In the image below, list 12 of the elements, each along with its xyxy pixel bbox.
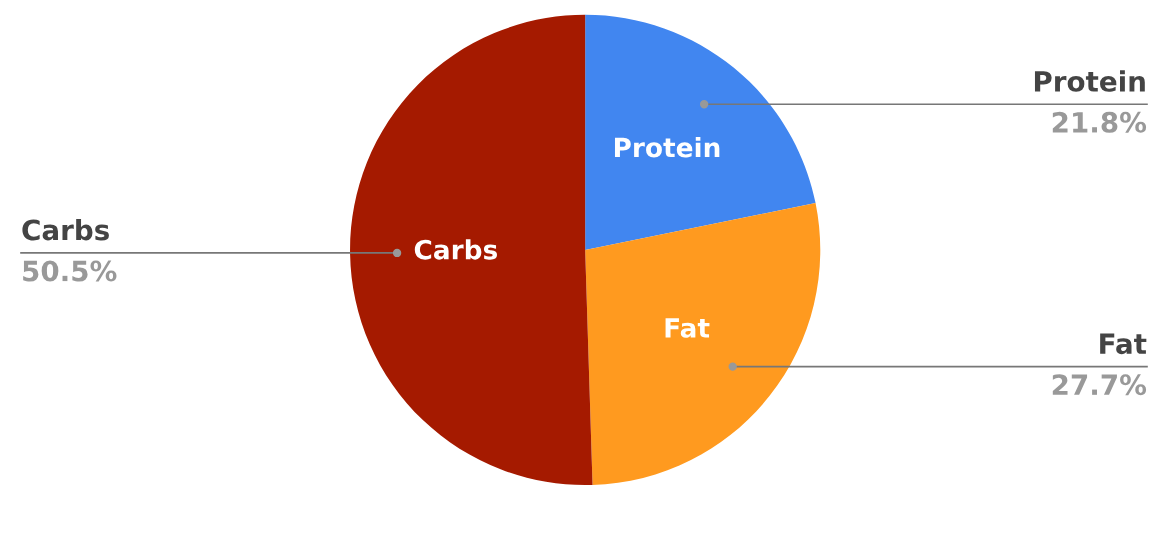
slice-label: Protein <box>1034 70 1145 92</box>
slice-label: Carbs <box>414 239 498 260</box>
data-label: 50.5% <box>23 260 117 282</box>
slice-label: Fat <box>665 318 710 338</box>
pie-slice <box>350 14 593 486</box>
slice-label: Protein <box>614 137 720 158</box>
slice-label: Carbs <box>22 218 109 241</box>
pie-slice <box>585 203 821 485</box>
data-label: 21.8% <box>1052 111 1147 133</box>
slice-label: Fat <box>1100 333 1147 355</box>
data-label: 27.7% <box>1052 374 1147 396</box>
pie-slice <box>585 14 816 250</box>
